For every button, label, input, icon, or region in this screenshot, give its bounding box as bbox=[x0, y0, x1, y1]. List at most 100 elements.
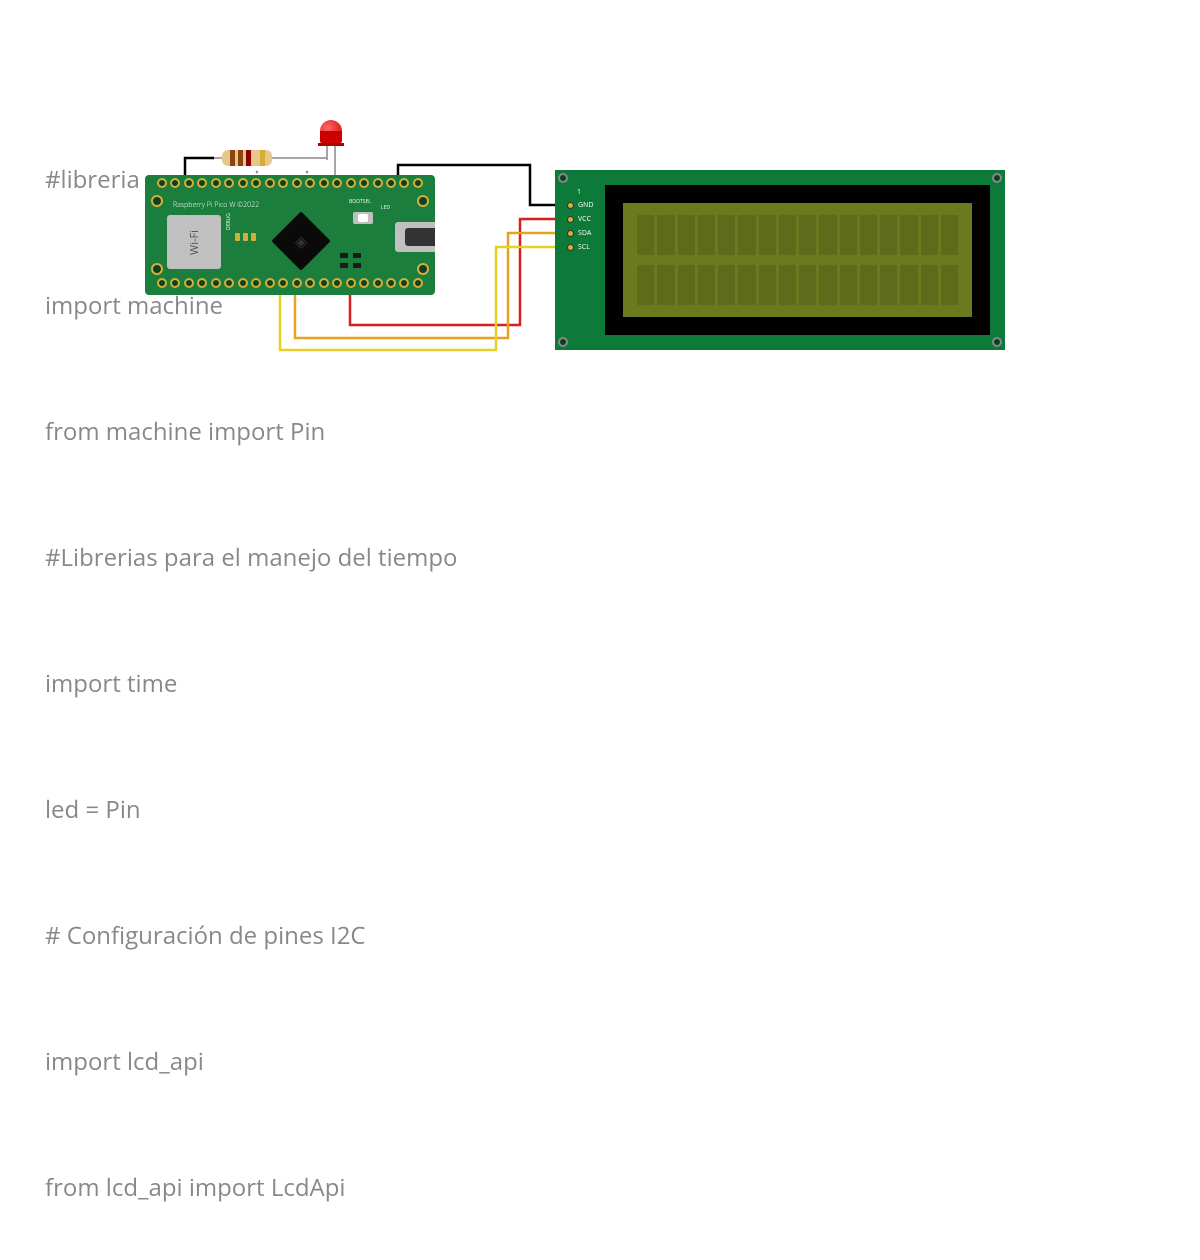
pico-pin bbox=[265, 178, 275, 188]
resistor bbox=[222, 150, 272, 166]
led-label: LED bbox=[381, 205, 390, 211]
raspberry-pi-pico: Raspberry Pi Pico W ©2022 Wi-Fi DEBUG ◈ … bbox=[145, 175, 435, 295]
lcd-char-cell bbox=[678, 215, 695, 255]
lcd-char-cell bbox=[657, 265, 674, 305]
pico-pin bbox=[224, 278, 234, 288]
smd-component bbox=[340, 253, 348, 258]
usb-port bbox=[395, 222, 435, 252]
lcd-char-cell bbox=[819, 215, 836, 255]
pico-board-label: Raspberry Pi Pico W ©2022 bbox=[173, 201, 259, 210]
lcd-char-cell bbox=[921, 215, 938, 255]
pico-pin bbox=[386, 178, 396, 188]
pico-pin bbox=[413, 178, 423, 188]
lcd-char-cell bbox=[880, 265, 897, 305]
lcd-char-cell bbox=[738, 215, 755, 255]
pico-pin bbox=[399, 278, 409, 288]
lcd-char-cell bbox=[718, 215, 735, 255]
lcd-char-cell bbox=[718, 265, 735, 305]
pico-pin bbox=[211, 178, 221, 188]
pico-pin bbox=[184, 178, 194, 188]
pico-pin bbox=[251, 278, 261, 288]
lcd-char-cell bbox=[779, 215, 796, 255]
mounting-hole bbox=[417, 263, 429, 275]
lcd-char-cell bbox=[698, 265, 715, 305]
rp2040-chip: ◈ bbox=[271, 211, 330, 270]
pico-pin bbox=[319, 278, 329, 288]
lcd-char-cell bbox=[900, 215, 917, 255]
lcd-char-cell bbox=[941, 265, 958, 305]
pico-pin bbox=[413, 278, 423, 288]
pico-pin bbox=[346, 178, 356, 188]
lcd-char-cell bbox=[860, 265, 877, 305]
lcd-pin-vcc: VCC bbox=[567, 212, 593, 226]
lcd-row-2 bbox=[637, 265, 958, 305]
lcd-pin-scl: SCL bbox=[567, 240, 593, 254]
code-line: from machine import Pin bbox=[45, 411, 457, 453]
pico-pin bbox=[292, 178, 302, 188]
code-line: import lcd_api bbox=[45, 1041, 457, 1083]
lcd-char-cell bbox=[921, 265, 938, 305]
lcd-char-cell bbox=[840, 215, 857, 255]
bootsel-button bbox=[353, 212, 373, 224]
lcd-row-1 bbox=[637, 215, 958, 255]
pico-pin bbox=[386, 278, 396, 288]
resistor-band bbox=[230, 150, 235, 166]
lcd-pin-1-label: 1 bbox=[577, 188, 581, 197]
raspberry-icon: ◈ bbox=[295, 230, 307, 252]
code-line: import time bbox=[45, 663, 457, 705]
resistor-band bbox=[246, 150, 251, 166]
mounting-hole bbox=[992, 337, 1002, 347]
lcd-16x2-module: 1 GND VCC SDA SCL bbox=[555, 170, 1005, 350]
pico-pin bbox=[373, 178, 383, 188]
pico-pin bbox=[157, 178, 167, 188]
mounting-hole bbox=[417, 195, 429, 207]
lcd-pin-gnd: GND bbox=[567, 198, 593, 212]
lcd-char-cell bbox=[759, 265, 776, 305]
pico-pin bbox=[305, 278, 315, 288]
pico-pins-top bbox=[157, 178, 423, 192]
pico-pins-bottom bbox=[157, 278, 423, 292]
pico-pin bbox=[184, 278, 194, 288]
lcd-char-cell bbox=[779, 265, 796, 305]
pico-pin bbox=[157, 278, 167, 288]
lcd-char-cell bbox=[880, 215, 897, 255]
pico-pin bbox=[265, 278, 275, 288]
code-line: from lcd_api import LcdApi bbox=[45, 1167, 457, 1209]
pico-pin bbox=[170, 278, 180, 288]
pico-pin bbox=[224, 178, 234, 188]
lcd-char-cell bbox=[900, 265, 917, 305]
lcd-char-cell bbox=[637, 215, 654, 255]
lcd-char-cell bbox=[657, 215, 674, 255]
smd-component bbox=[340, 263, 348, 268]
pico-pin bbox=[170, 178, 180, 188]
lcd-char-cell bbox=[799, 265, 816, 305]
code-line: #Librerias para el manejo del tiempo bbox=[45, 537, 457, 579]
pico-pin bbox=[197, 178, 207, 188]
code-line: # Configuración de pines I2C bbox=[45, 915, 457, 957]
pico-pin bbox=[399, 178, 409, 188]
resistor-band bbox=[238, 150, 243, 166]
lcd-char-cell bbox=[637, 265, 654, 305]
lcd-frame bbox=[605, 185, 990, 335]
pico-pin bbox=[332, 178, 342, 188]
debug-pads bbox=[235, 233, 256, 241]
lcd-char-cell bbox=[678, 265, 695, 305]
mounting-hole bbox=[558, 173, 568, 183]
lcd-char-cell bbox=[698, 215, 715, 255]
lcd-pin-sda: SDA bbox=[567, 226, 593, 240]
lcd-char-cell bbox=[738, 265, 755, 305]
mounting-hole bbox=[992, 173, 1002, 183]
lcd-char-cell bbox=[941, 215, 958, 255]
pico-pin bbox=[332, 278, 342, 288]
smd-component bbox=[353, 263, 361, 268]
mounting-hole bbox=[151, 263, 163, 275]
lcd-char-cell bbox=[759, 215, 776, 255]
lcd-char-cell bbox=[819, 265, 836, 305]
lcd-screen bbox=[623, 203, 972, 317]
mounting-hole bbox=[151, 195, 163, 207]
pico-pin bbox=[197, 278, 207, 288]
debug-label: DEBUG bbox=[226, 213, 232, 230]
pico-pin bbox=[238, 278, 248, 288]
bootsel-label: BOOTSEL bbox=[349, 199, 371, 205]
pico-pin bbox=[278, 178, 288, 188]
